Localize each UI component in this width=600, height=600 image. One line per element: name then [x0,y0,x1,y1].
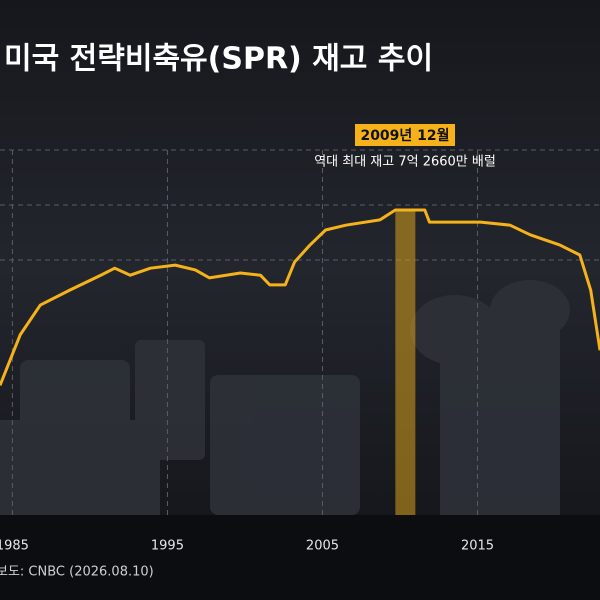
annotation-title-bg [355,124,455,146]
tank-silhouettes [0,280,570,520]
chart-title: 미국 전략비축유(SPR) 재고 추이 [4,42,433,77]
x-tick-label: 2005 [306,539,339,554]
highlight-band [395,210,416,515]
x-tick-label: 2015 [461,539,494,554]
data-line [0,208,600,386]
source: 보도: CNBC (2026.08.10) [0,565,154,580]
annotation-title: 2009년 12월 [360,127,449,144]
annotation-text: 역대 최대 재고 7억 2660만 배럴 [314,155,496,170]
footer-band [0,515,600,600]
x-tick-label: 1995 [151,539,184,554]
x-tick-label: 1985 [0,539,29,554]
